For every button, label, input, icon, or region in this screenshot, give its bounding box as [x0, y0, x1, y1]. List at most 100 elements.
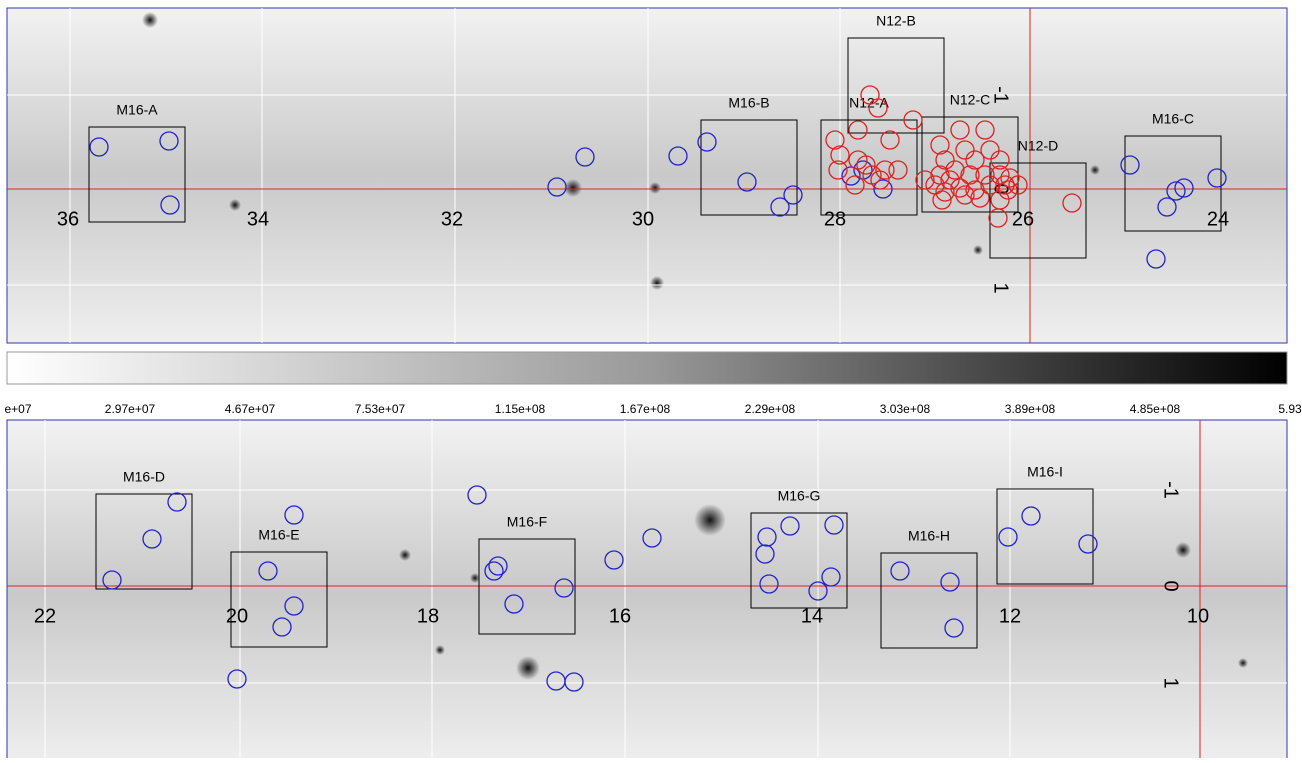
dark-source [564, 179, 582, 197]
region-box [230, 551, 328, 648]
source-marker [272, 617, 292, 637]
source-marker [955, 140, 975, 160]
source-marker [1166, 181, 1186, 201]
y-label: -1 [990, 86, 1012, 104]
source-marker [467, 485, 487, 505]
region-label: N12-D [1018, 138, 1058, 154]
region-box [750, 512, 848, 609]
region-label: M16-A [116, 102, 158, 118]
region-box [700, 119, 798, 216]
source-marker [284, 596, 304, 616]
source-marker [841, 166, 861, 186]
x-label: 34 [247, 208, 269, 230]
source-marker [770, 197, 790, 217]
source-marker [975, 165, 995, 185]
y-label: 1 [1160, 677, 1182, 688]
source-marker [284, 505, 304, 525]
region-label: M16-F [507, 514, 547, 530]
source-marker [932, 190, 952, 210]
dark-source [694, 504, 726, 536]
region-label: M16-C [1152, 111, 1194, 127]
source-marker [853, 160, 873, 180]
x-label: 26 [1012, 208, 1034, 230]
dark-source [1175, 542, 1191, 558]
source-marker [1021, 506, 1041, 526]
source-marker [1078, 534, 1098, 554]
source-marker [990, 165, 1010, 185]
region-label: M16-E [258, 527, 299, 543]
region-box [989, 162, 1087, 259]
source-marker [821, 567, 841, 587]
source-marker [915, 170, 935, 190]
source-marker [564, 672, 584, 692]
colorbar-label: e+07 [4, 402, 31, 416]
source-marker [955, 185, 975, 205]
source-marker [988, 208, 1008, 228]
dark-source [1090, 165, 1100, 175]
region-box [88, 126, 186, 223]
colorbar-label: 4.85e+08 [1130, 402, 1181, 416]
x-label: 16 [609, 605, 631, 627]
x-label: 12 [999, 605, 1021, 627]
x-label: 30 [632, 208, 654, 230]
source-marker [965, 150, 985, 170]
dark-source [470, 573, 480, 583]
source-marker [940, 170, 960, 190]
source-marker [980, 140, 1000, 160]
y-label: -1 [1160, 481, 1182, 499]
source-marker [808, 581, 828, 601]
region-box [921, 116, 1019, 213]
region-label: M16-G [778, 488, 821, 504]
source-marker [935, 182, 955, 202]
dark-source [399, 549, 411, 561]
colorbar-label: 1.67e+08 [620, 402, 671, 416]
source-marker [1062, 193, 1082, 213]
source-marker [757, 527, 777, 547]
source-marker [783, 185, 803, 205]
source-marker [554, 578, 574, 598]
source-marker [824, 515, 844, 535]
source-marker [697, 132, 717, 152]
source-marker [975, 120, 995, 140]
region-box [95, 493, 193, 590]
source-marker [868, 98, 888, 118]
y-label: 0 [990, 183, 1012, 194]
source-marker [980, 175, 1000, 195]
source-marker [845, 175, 865, 195]
source-marker [1120, 155, 1140, 175]
colorbar-label: 4.67e+07 [225, 402, 276, 416]
colorbar-label: 1.15e+08 [495, 402, 546, 416]
source-marker [504, 594, 524, 614]
region-box [880, 552, 978, 649]
source-marker [888, 160, 908, 180]
source-marker [903, 110, 923, 130]
dark-source [649, 182, 661, 194]
region-box [1124, 135, 1222, 232]
source-marker [856, 155, 876, 175]
source-marker [970, 188, 990, 208]
source-marker [930, 135, 950, 155]
y-label: 1 [990, 282, 1012, 293]
source-marker [668, 146, 688, 166]
colorbar-label: 2.97e+07 [105, 402, 156, 416]
region-label: M16-I [1027, 464, 1063, 480]
x-label: 10 [1187, 605, 1209, 627]
x-label: 28 [824, 208, 846, 230]
region-label: M16-H [908, 528, 950, 544]
region-label: N12-C [950, 92, 990, 108]
top-panel [6, 7, 1288, 344]
source-marker [848, 120, 868, 140]
region-label: N12-B [876, 13, 916, 29]
x-label: 32 [441, 208, 463, 230]
source-marker [89, 137, 109, 157]
dark-source [650, 276, 664, 290]
source-marker [998, 180, 1018, 200]
source-marker [1000, 168, 1020, 188]
source-marker [870, 170, 890, 190]
source-marker [227, 669, 247, 689]
x-label: 36 [57, 208, 79, 230]
source-marker [1008, 175, 1028, 195]
x-label: 18 [417, 605, 439, 627]
